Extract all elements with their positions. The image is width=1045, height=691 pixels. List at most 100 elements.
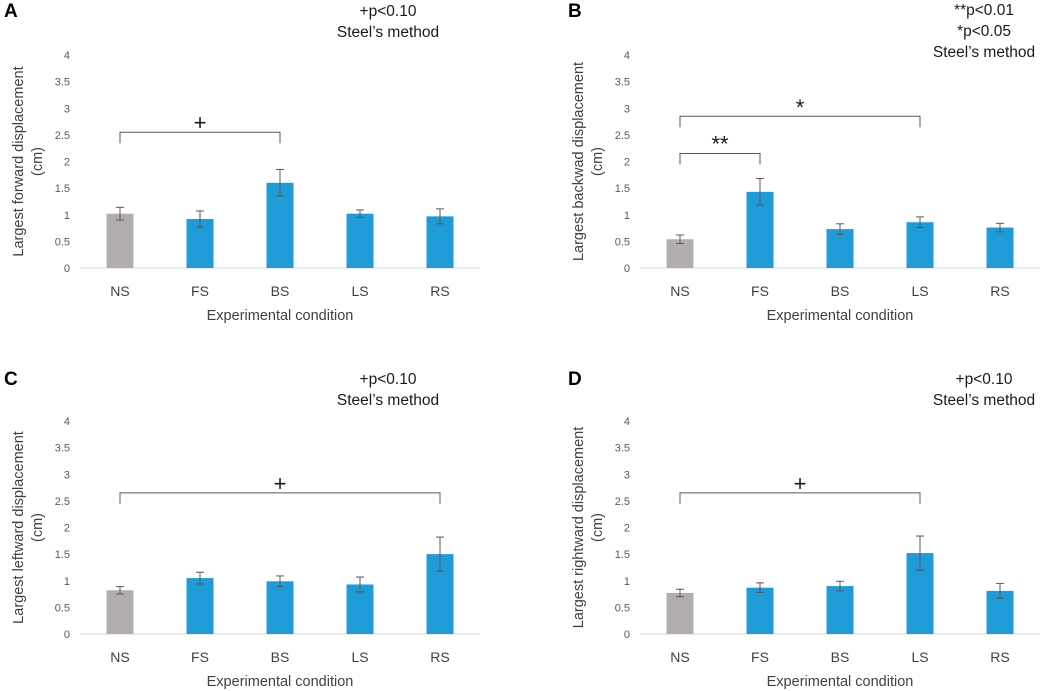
- x-tick-label: NS: [110, 649, 129, 665]
- x-tick-label: RS: [990, 283, 1009, 299]
- annotation-line: **p<0.01: [954, 2, 1014, 19]
- y-tick-label: 1.5: [55, 183, 70, 195]
- y-tick-labels: 0 0.5 1 1.5 2 2.5 3 3.5 4: [55, 416, 70, 641]
- y-tick-label: 0.5: [615, 236, 630, 248]
- significance-bracket: [119, 131, 281, 144]
- x-tick-label: LS: [911, 283, 928, 299]
- bar-rs: [986, 227, 1014, 268]
- bar-ns: [666, 592, 694, 634]
- bar-ls: [346, 584, 374, 634]
- y-tick-label: 0: [64, 263, 70, 275]
- y-tick-labels: 0 0.5 1 1.5 2 2.5 3 3.5 4: [55, 50, 70, 275]
- y-tick-label: 3: [64, 103, 70, 115]
- x-tick-labels: NS FS BS LS RS: [110, 283, 449, 299]
- y-axis-title: Largest leftward displacement: [11, 431, 27, 624]
- significance-bracket: [119, 492, 441, 504]
- x-tick-label: BS: [831, 283, 850, 299]
- significance-mark: **: [711, 132, 729, 157]
- bar-bs: [266, 581, 294, 634]
- y-tick-label: 2: [624, 523, 630, 535]
- y-axis-title-unit: (cm): [30, 513, 46, 542]
- x-axis-title: Experimental condition: [207, 308, 354, 324]
- y-tick-label: 2.5: [615, 496, 630, 508]
- y-tick-label: 1.5: [55, 549, 70, 561]
- annotation-line: Steel’s method: [337, 24, 439, 41]
- bar-rs: [426, 216, 454, 268]
- y-tick-label: 2: [64, 523, 70, 535]
- y-tick-label: 3: [64, 469, 70, 481]
- x-tick-label: FS: [751, 283, 769, 299]
- y-tick-label: 3: [624, 103, 630, 115]
- bar-ns: [106, 213, 134, 268]
- annotation-line: *p<0.05: [957, 23, 1011, 40]
- y-tick-label: 0.5: [55, 602, 70, 614]
- y-axis-title: Largest backwad displacement: [571, 62, 587, 261]
- y-tick-label: 3.5: [55, 77, 70, 89]
- bar-fs: [186, 578, 214, 634]
- x-tick-label: BS: [271, 283, 290, 299]
- panel-a: A +p<0.10 Steel’s method 0 0.5 1 1.5 2 2…: [4, 1, 480, 324]
- y-tick-label: 4: [64, 416, 70, 428]
- x-tick-label: BS: [271, 649, 290, 665]
- x-axis-title: Experimental condition: [767, 308, 914, 324]
- annotation-line: Steel’s method: [933, 392, 1035, 409]
- y-tick-label: 4: [624, 50, 630, 62]
- annotation-line: Steel’s method: [933, 44, 1035, 61]
- bar-bs: [826, 586, 854, 634]
- x-axis-title: Experimental condition: [207, 674, 354, 690]
- significance-bracket: [679, 492, 921, 504]
- y-tick-label: 4: [624, 416, 630, 428]
- y-tick-label: 4: [64, 50, 70, 62]
- panel-letter: A: [4, 1, 18, 22]
- x-tick-labels: NS FS BS LS RS: [110, 649, 449, 665]
- y-tick-label: 2.5: [55, 496, 70, 508]
- bar-ns: [106, 590, 134, 634]
- bar-bs: [266, 182, 294, 268]
- bar-ls: [346, 213, 374, 268]
- bar-ls: [906, 222, 934, 268]
- y-tick-label: 0.5: [615, 602, 630, 614]
- x-tick-label: LS: [911, 649, 928, 665]
- significance-mark: +: [274, 471, 287, 496]
- bar-ns: [666, 239, 694, 268]
- panel-d: D +p<0.10 Steel’s method 0 0.5 1 1.5 2 2…: [568, 369, 1040, 690]
- bar-fs: [746, 587, 774, 634]
- x-axis-title: Experimental condition: [767, 674, 914, 690]
- significance-mark: +: [794, 471, 807, 496]
- x-tick-labels: NS FS BS LS RS: [670, 283, 1009, 299]
- significance-bracket: [679, 153, 761, 165]
- panel-letter: B: [568, 1, 582, 22]
- significance-mark: +: [194, 110, 207, 135]
- x-tick-labels: NS FS BS LS RS: [670, 649, 1009, 665]
- y-tick-label: 0.5: [55, 236, 70, 248]
- significance-bracket: [679, 115, 921, 128]
- x-tick-label: NS: [110, 283, 129, 299]
- x-tick-label: LS: [351, 283, 368, 299]
- annotation-line: +p<0.10: [360, 3, 417, 20]
- y-tick-label: 1.5: [615, 183, 630, 195]
- bar-bs: [826, 229, 854, 268]
- y-axis-title: Largest rightward displacement: [571, 427, 587, 629]
- y-tick-label: 1: [624, 210, 630, 222]
- y-tick-label: 2.5: [55, 130, 70, 142]
- y-tick-label: 0: [64, 629, 70, 641]
- significance-mark: *: [796, 95, 805, 120]
- y-tick-label: 1: [64, 576, 70, 588]
- y-tick-label: 0: [624, 629, 630, 641]
- y-tick-labels: 0 0.5 1 1.5 2 2.5 3 3.5 4: [615, 50, 630, 275]
- y-tick-label: 2: [624, 157, 630, 169]
- annotation-line: +p<0.10: [956, 371, 1013, 388]
- y-tick-label: 3: [624, 469, 630, 481]
- y-tick-label: 1.5: [615, 549, 630, 561]
- x-tick-label: RS: [430, 649, 449, 665]
- x-tick-label: FS: [191, 649, 209, 665]
- y-axis-title-unit: (cm): [590, 513, 606, 542]
- panel-b: B **p<0.01 *p<0.05 Steel’s method 0 0.5 …: [568, 1, 1040, 324]
- x-tick-label: RS: [430, 283, 449, 299]
- x-tick-label: LS: [351, 649, 368, 665]
- x-tick-label: RS: [990, 649, 1009, 665]
- y-axis-title-unit: (cm): [30, 147, 46, 176]
- panel-letter: D: [568, 369, 582, 390]
- y-tick-label: 1: [624, 576, 630, 588]
